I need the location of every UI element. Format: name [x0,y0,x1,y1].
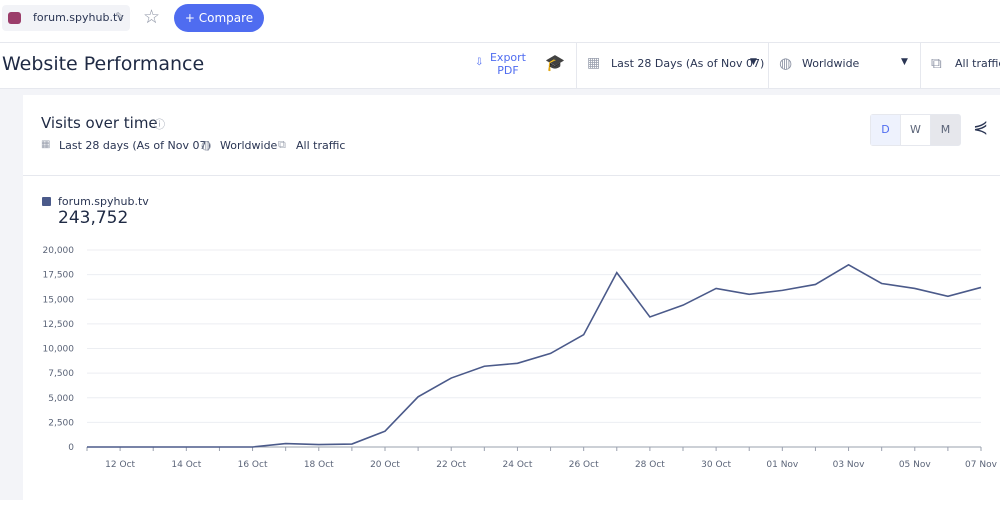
compare-label: Compare [198,11,254,25]
divider [23,175,1000,176]
content: Visits over time ⓘ ▦ Last 28 days (As of… [0,89,1000,505]
x-tick-label: 22 Oct [436,460,466,470]
card: Visits over time ⓘ ▦ Last 28 days (As of… [23,95,1000,505]
granularity-button[interactable]: D [871,115,900,145]
y-tick-label: 5,000 [48,394,74,404]
card-title: Visits over time [41,114,158,132]
favicon [8,12,21,24]
y-tick-label: 12,500 [43,320,75,330]
total-visits: 243,752 [58,208,128,228]
calendar-icon: ▦ [587,55,601,71]
x-tick-label: 01 Nov [766,460,799,470]
share-icon[interactable]: ⋞ [973,117,989,138]
date-dropdown[interactable]: ▦ Last 28 Days (As of Nov 07) ▼ [576,43,769,88]
y-tick-label: 17,500 [43,271,75,281]
traffic: All traffic [955,57,1000,70]
globe-icon: ◍ [201,138,212,152]
device-icon: ⧉ [931,54,942,72]
x-tick-label: 05 Nov [899,460,932,470]
star-icon[interactable]: ☆ [143,6,161,28]
traffic-dropdown[interactable]: ⧉ All traffic [920,43,1000,88]
x-tick-label: 12 Oct [105,460,135,470]
x-tick-label: 20 Oct [370,460,400,470]
y-tick-label: 7,500 [48,369,74,379]
x-tick-label: 24 Oct [503,460,533,470]
x-tick-label: 14 Oct [171,460,201,470]
caret: ▼ [750,57,757,67]
x-tick-label: 03 Nov [833,460,866,470]
learn-icon[interactable]: 🎓 [545,53,565,72]
y-tick-label: 0 [68,443,74,453]
x-tick-label: 28 Oct [635,460,665,470]
caret: ▼ [901,57,908,67]
top-bar: forum.spyhub.tv ✎ ☆ + Compare [0,0,1000,43]
region: Worldwide [802,57,860,70]
site-name: forum.spyhub.tv [33,11,124,24]
header: Website Performance ⇩ Export PDF 🎓 ▦ Las… [0,43,1000,89]
filter-date: Last 28 days (As of Nov 07) [59,139,211,152]
y-tick-label: 10,000 [43,345,75,355]
filter-traffic: All traffic [296,139,346,152]
granularity-button[interactable]: M [930,115,960,145]
download-icon: ⇩ [475,57,484,68]
series-line [87,263,982,448]
y-tick-label: 20,000 [43,246,75,256]
y-tick-label: 2,500 [48,418,74,428]
site-chip[interactable]: forum.spyhub.tv ✎ [2,5,130,31]
legend-label: forum.spyhub.tv [58,195,149,208]
device-icon: ⧉ [278,138,286,151]
edit-icon[interactable]: ✎ [115,10,125,23]
x-tick-label: 16 Oct [238,460,268,470]
export-button[interactable]: Export PDF [489,51,526,77]
x-tick-label: 07 Nov [965,460,998,470]
region-dropdown[interactable]: ◍ Worldwide ▼ [768,43,921,88]
globe-icon: ◍ [779,54,793,72]
y-tick-label: 15,000 [43,295,75,305]
page-title: Website Performance [2,53,205,75]
x-tick-label: 26 Oct [569,460,599,470]
x-tick-label: 18 Oct [304,460,334,470]
filter-region: Worldwide [220,139,278,152]
x-tick-label: 30 Oct [701,460,731,470]
granularity-button[interactable]: W [900,115,930,145]
compare-button[interactable]: + Compare [174,4,264,32]
calendar-icon: ▦ [41,139,51,150]
info-icon[interactable]: ⓘ [154,118,165,131]
date-range: Last 28 Days (As of Nov 07) [611,57,765,70]
legend-checkbox[interactable] [42,197,51,206]
